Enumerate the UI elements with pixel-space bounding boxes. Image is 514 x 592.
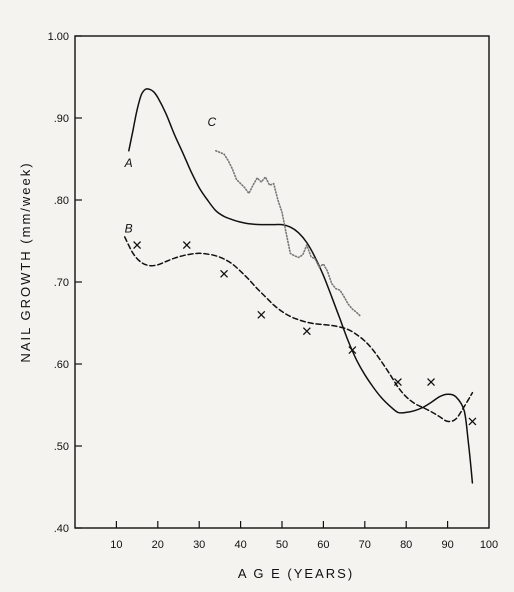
- y-tick-label: .60: [54, 359, 69, 371]
- y-tick-label: .80: [54, 195, 69, 207]
- x-tick-label: 40: [234, 539, 246, 551]
- y-tick-label: 1.00: [48, 31, 69, 43]
- data-point-marker: [257, 310, 266, 319]
- y-axis-title: NAIL GROWTH (mm/week): [18, 161, 33, 362]
- x-tick-label: 50: [276, 539, 288, 551]
- x-axis-ticks: 10 20 30 40 50 60 70 80 90 100: [110, 521, 498, 551]
- x-tick-label: 30: [193, 539, 205, 551]
- x-tick-label: 10: [110, 539, 122, 551]
- y-tick-label: .90: [54, 113, 69, 125]
- y-axis-ticks: .40 .50 .60 .70 .80 .90 1.00: [48, 31, 82, 535]
- data-point-marker: [393, 378, 402, 386]
- series-label-a: A: [124, 156, 133, 170]
- series-label-c: C: [207, 115, 216, 129]
- series-line-a: [128, 88, 474, 484]
- data-point-marker: [133, 241, 142, 250]
- data-point-marker: [348, 346, 357, 355]
- series-layer: [123, 88, 477, 484]
- y-tick-label: .50: [54, 441, 69, 453]
- y-tick-label: .40: [54, 523, 69, 535]
- x-tick-label: 80: [400, 539, 412, 551]
- x-tick-label: 100: [480, 539, 498, 551]
- series-line-c: [215, 150, 362, 318]
- data-point-marker: [468, 417, 477, 426]
- x-tick-label: 90: [441, 539, 453, 551]
- data-point-marker: [182, 241, 191, 250]
- data-point-marker: [220, 269, 228, 278]
- x-tick-label: 20: [152, 539, 164, 551]
- series-label-b: B: [125, 222, 133, 236]
- x-tick-label: 70: [359, 539, 371, 551]
- series-labels: A B C: [124, 115, 217, 236]
- x-tick-label: 60: [317, 539, 329, 551]
- y-tick-label: .70: [54, 277, 69, 289]
- data-point-marker: [427, 378, 435, 386]
- data-point-marker: [302, 327, 311, 336]
- series-line-b: [123, 236, 474, 423]
- x-axis-title: A G E (YEARS): [238, 566, 354, 581]
